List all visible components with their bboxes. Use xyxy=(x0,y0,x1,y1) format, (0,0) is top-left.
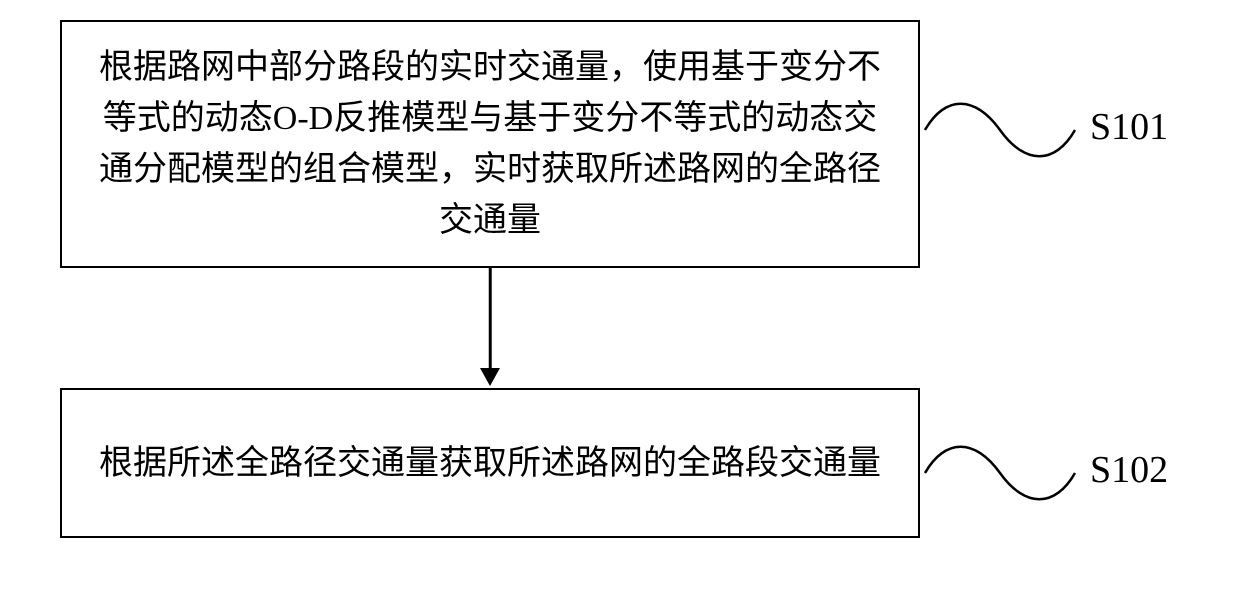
squiggle-connector-1 xyxy=(920,90,1080,170)
squiggle-connector-2 xyxy=(920,433,1080,513)
step-box-s102: 根据所述全路径交通量获取所述路网的全路段交通量 xyxy=(60,388,920,538)
flowchart-container: 根据路网中部分路段的实时交通量，使用基于变分不等式的动态O-D反推模型与基于变分… xyxy=(60,20,1180,538)
arrow-s101-to-s102 xyxy=(60,268,920,388)
arrow-line xyxy=(489,268,492,368)
step-label-s101: S101 xyxy=(1090,105,1168,149)
step-text-s101: 根据路网中部分路段的实时交通量，使用基于变分不等式的动态O-D反推模型与基于变分… xyxy=(92,42,888,246)
step-text-s102: 根据所述全路径交通量获取所述路网的全路段交通量 xyxy=(99,438,881,489)
arrow-head-icon xyxy=(480,368,500,386)
step-box-s101: 根据路网中部分路段的实时交通量，使用基于变分不等式的动态O-D反推模型与基于变分… xyxy=(60,20,920,268)
step-label-s102: S102 xyxy=(1090,448,1168,492)
step-row-2: 根据所述全路径交通量获取所述路网的全路段交通量 S102 xyxy=(60,388,1180,538)
step-row-1: 根据路网中部分路段的实时交通量，使用基于变分不等式的动态O-D反推模型与基于变分… xyxy=(60,20,1180,268)
